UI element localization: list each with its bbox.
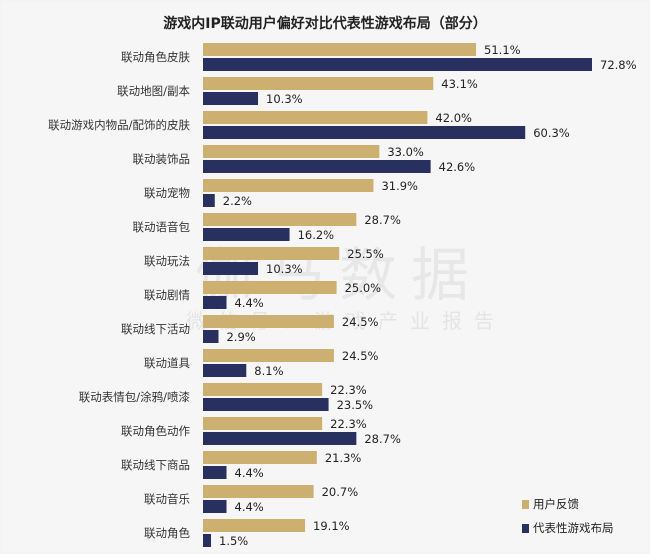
data-label: 16.2% — [298, 228, 335, 242]
category-label: 联动角色动作 — [121, 424, 190, 438]
category-label: 联动角色 — [144, 526, 190, 540]
bar-user-feedback — [203, 417, 323, 430]
bar-user-feedback — [203, 383, 323, 396]
category-label: 联动玩法 — [144, 254, 190, 268]
data-label: 10.3% — [266, 92, 303, 106]
data-label: 4.4% — [235, 466, 264, 480]
bar-representative-games — [203, 160, 431, 173]
category-label: 联动语音包 — [133, 220, 191, 234]
bar-user-feedback — [203, 451, 317, 464]
data-label: 24.5% — [342, 349, 379, 363]
bar-representative-games — [203, 330, 219, 343]
bar-representative-games — [203, 126, 526, 139]
legend-label: 代表性游戏布局 — [533, 521, 614, 535]
data-label: 1.5% — [219, 534, 248, 548]
bar-user-feedback — [203, 145, 380, 158]
bar-representative-games — [203, 364, 247, 377]
data-label: 2.9% — [226, 330, 255, 344]
legend-swatch-gold — [522, 499, 529, 509]
category-label: 联动角色皮肤 — [121, 50, 190, 64]
category-label: 联动线下活动 — [121, 322, 190, 336]
category-label: 联动地图/副本 — [117, 84, 190, 98]
data-label: 23.5% — [337, 398, 374, 412]
data-label: 4.4% — [235, 500, 264, 514]
category-label: 联动表情包/涂鸦/喷漆 — [79, 390, 190, 404]
bar-user-feedback — [203, 485, 314, 498]
bar-representative-games — [203, 92, 259, 105]
bar-user-feedback — [203, 349, 334, 362]
data-label: 21.3% — [325, 451, 362, 465]
bar-representative-games — [203, 466, 227, 479]
category-label: 联动宠物 — [144, 186, 190, 200]
data-label: 43.1% — [441, 77, 478, 91]
bar-user-feedback — [203, 213, 357, 226]
category-label: 联动剧情 — [144, 288, 190, 302]
data-label: 33.0% — [387, 145, 424, 159]
data-label: 60.3% — [533, 126, 570, 140]
data-label: 28.7% — [364, 432, 401, 446]
data-label: 19.1% — [313, 519, 350, 533]
legend-swatch-navy — [522, 523, 529, 533]
data-label: 72.8% — [600, 58, 637, 72]
bar-user-feedback — [203, 281, 337, 294]
data-label: 2.2% — [223, 194, 252, 208]
bar-user-feedback — [203, 43, 477, 56]
legend-item-representative-games: 代表性游戏布局 — [522, 520, 614, 536]
data-label: 25.0% — [345, 281, 382, 295]
bar-representative-games — [203, 432, 357, 445]
bar-representative-games — [203, 296, 227, 309]
data-label: 10.3% — [266, 262, 303, 276]
bar-representative-games — [203, 500, 227, 513]
data-label: 22.3% — [330, 417, 367, 431]
data-label: 25.5% — [347, 247, 384, 261]
category-label: 联动线下商品 — [121, 458, 190, 472]
bar-user-feedback — [203, 111, 428, 124]
data-label: 42.6% — [439, 160, 476, 174]
data-label: 4.4% — [235, 296, 264, 310]
bar-user-feedback — [203, 247, 340, 260]
bar-user-feedback — [203, 315, 334, 328]
data-label: 24.5% — [342, 315, 379, 329]
category-label: 联动道具 — [144, 356, 190, 370]
category-label: 联动装饰品 — [133, 152, 191, 166]
bar-user-feedback — [203, 77, 434, 90]
data-label: 8.1% — [254, 364, 283, 378]
chart-title: 游戏内IP联动用户偏好对比代表性游戏布局（部分） — [163, 16, 487, 32]
legend-label: 用户反馈 — [533, 497, 579, 511]
data-label: 20.7% — [322, 485, 359, 499]
data-label: 31.9% — [381, 179, 418, 193]
data-label: 51.1% — [484, 43, 521, 57]
bar-representative-games — [203, 58, 592, 71]
data-label: 22.3% — [330, 383, 367, 397]
data-label: 28.7% — [364, 213, 401, 227]
category-label: 联动音乐 — [144, 492, 190, 506]
data-label: 42.0% — [435, 111, 472, 125]
bar-representative-games — [203, 194, 215, 207]
category-label: 联动游戏内物品/配饰的皮肤 — [48, 118, 190, 132]
bar-representative-games — [203, 534, 212, 547]
bar-user-feedback — [203, 179, 374, 192]
bar-representative-games — [203, 398, 329, 411]
bar-representative-games — [203, 262, 259, 275]
bar-representative-games — [203, 228, 290, 241]
bar-user-feedback — [203, 519, 306, 532]
legend-item-user-feedback: 用户反馈 — [522, 496, 579, 512]
